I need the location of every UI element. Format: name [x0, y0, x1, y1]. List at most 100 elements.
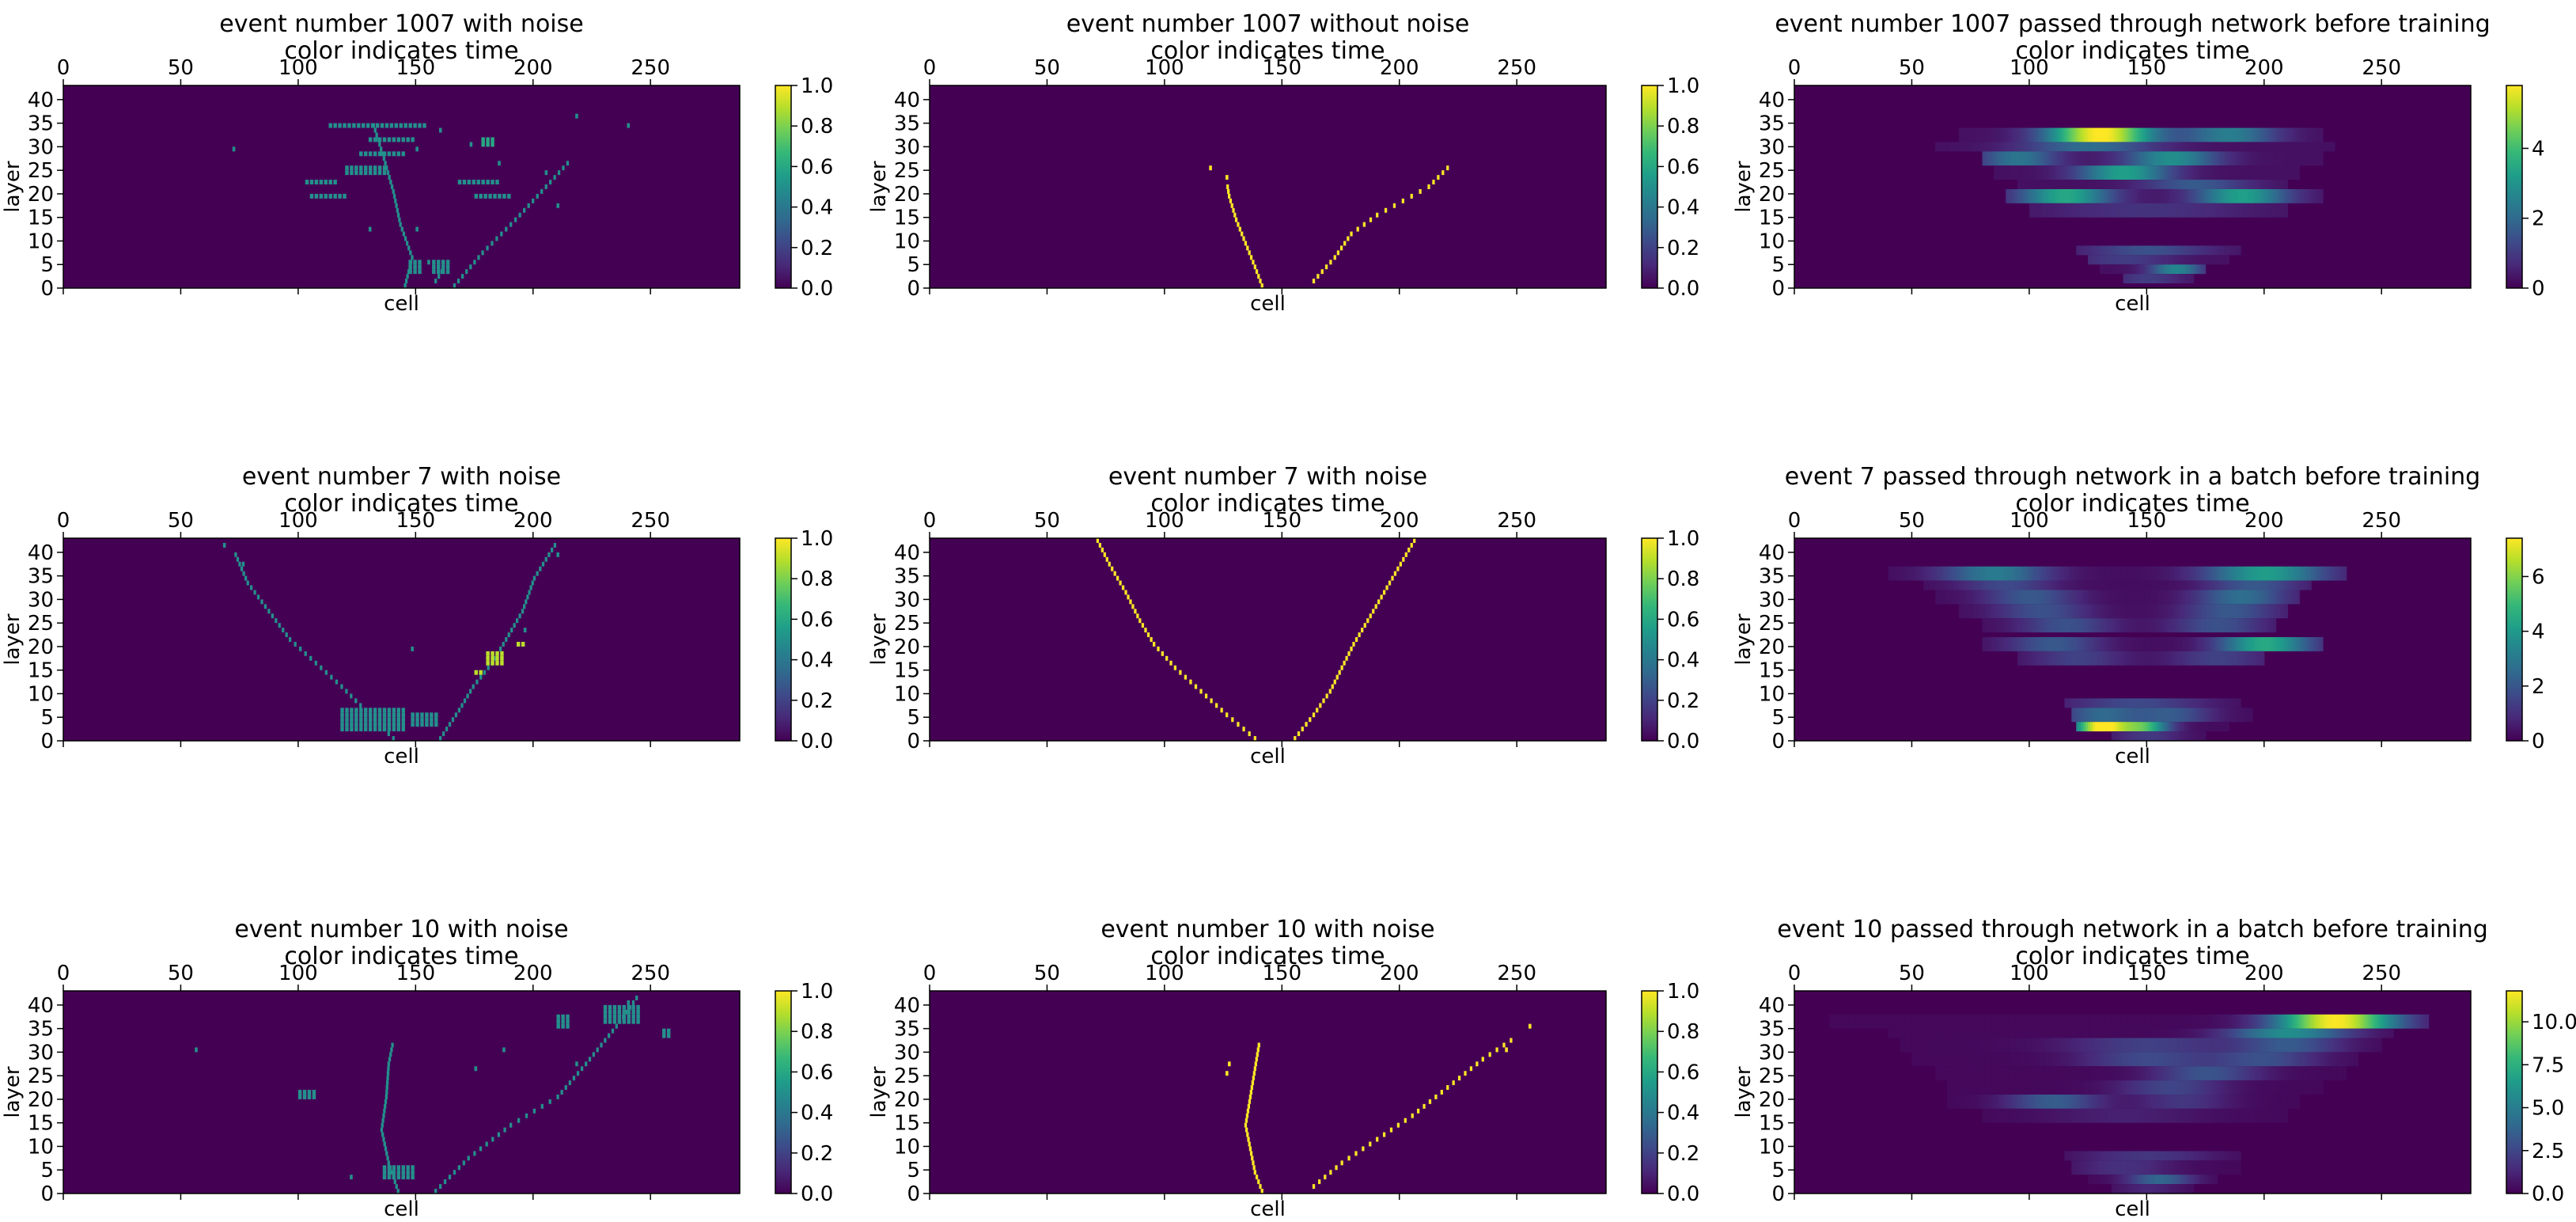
output-cell	[2106, 142, 2110, 152]
output-cell	[2252, 1066, 2256, 1081]
output-cell	[2020, 566, 2023, 581]
output-cell	[2188, 274, 2192, 284]
output-cell	[2219, 604, 2222, 619]
output-cell	[2017, 580, 2021, 590]
output-cell	[2170, 651, 2173, 666]
output-cell	[2097, 1038, 2101, 1053]
output-cell	[2233, 698, 2237, 708]
output-cell	[2168, 165, 2171, 180]
output-cell	[2404, 1014, 2408, 1029]
output-cell	[2316, 637, 2319, 651]
output-cell	[1904, 1028, 1908, 1038]
cluster-hit	[566, 1014, 570, 1019]
cluster-hit	[392, 1170, 396, 1175]
track-hit	[1362, 1146, 1365, 1152]
output-cell	[2093, 1052, 2096, 1067]
output-cell	[2236, 1066, 2239, 1081]
output-cell	[1843, 1014, 1847, 1029]
track-hit	[395, 1184, 398, 1190]
cluster-hit	[382, 712, 387, 718]
output-cell	[2033, 1052, 2037, 1067]
output-cell	[2351, 1014, 2354, 1029]
cluster-hit	[368, 722, 373, 727]
output-cell	[1926, 566, 1929, 581]
output-cell	[2066, 1014, 2070, 1029]
output-cell	[2040, 188, 2044, 203]
cluster-hit	[350, 717, 354, 723]
output-cell	[2093, 618, 2096, 633]
output-cell	[2179, 637, 2183, 651]
output-cell	[2163, 722, 2166, 732]
output-cell	[2261, 566, 2265, 581]
y-tick-label: 35	[28, 565, 54, 589]
output-cell	[2282, 142, 2286, 152]
output-cell	[2176, 1066, 2180, 1081]
output-cell	[2170, 698, 2173, 708]
output-cell	[2360, 1028, 2364, 1038]
output-cell	[2172, 1038, 2176, 1053]
cluster-hit	[359, 151, 363, 157]
output-cell	[2088, 580, 2091, 590]
output-cell	[2139, 698, 2142, 708]
output-cell	[1991, 142, 1995, 152]
output-cell	[2132, 1028, 2136, 1038]
output-cell	[1956, 590, 1960, 605]
output-cell	[2038, 1052, 2042, 1067]
x-tick-label: 200	[1380, 962, 1419, 985]
output-cell	[2241, 203, 2244, 218]
output-cell	[2327, 1014, 2331, 1029]
output-cell	[2158, 731, 2161, 741]
track-hit	[549, 180, 552, 185]
output-cell	[2222, 245, 2225, 256]
output-cell	[2017, 151, 2021, 166]
output-cell	[2247, 580, 2251, 590]
cluster-hit	[396, 137, 401, 142]
output-cell	[2099, 580, 2103, 590]
output-cell	[1945, 590, 1948, 605]
output-cell	[2010, 604, 2013, 619]
output-cell	[2346, 1052, 2350, 1067]
output-cell	[2259, 165, 2263, 180]
output-cell	[2195, 722, 2199, 732]
output-cell	[1923, 1014, 1926, 1029]
output-cell	[2085, 1014, 2089, 1029]
cluster-hit	[608, 1004, 612, 1010]
output-cell	[2236, 180, 2239, 189]
output-cell	[2241, 1038, 2244, 1053]
output-cell	[2210, 127, 2214, 142]
output-cell	[2241, 580, 2244, 590]
output-cell	[2003, 604, 2006, 619]
output-cell	[2297, 590, 2300, 605]
axes-frame	[929, 537, 1607, 742]
track-hit	[1194, 684, 1198, 689]
output-cell	[2203, 1066, 2207, 1081]
track-hit	[1252, 260, 1255, 265]
output-cell	[2282, 566, 2286, 581]
output-cell	[2168, 127, 2171, 142]
output-cell	[2287, 1014, 2291, 1029]
output-cell	[2419, 1014, 2423, 1029]
output-cell	[2306, 1080, 2309, 1095]
output-cell	[2372, 1038, 2375, 1053]
cluster-hit	[328, 193, 332, 199]
output-cell	[2165, 651, 2169, 666]
output-cell	[2113, 698, 2117, 708]
output-cell	[2327, 566, 2331, 581]
output-cell	[2040, 151, 2044, 166]
track-hit	[386, 1071, 390, 1076]
output-cell	[2026, 165, 2030, 180]
output-cell	[2292, 1080, 2295, 1095]
output-cell	[2205, 637, 2209, 651]
output-cell	[2036, 651, 2040, 666]
output-cell	[2006, 590, 2009, 605]
cluster-hit	[430, 712, 434, 718]
output-cell	[1958, 604, 1962, 619]
cluster-hit	[373, 712, 377, 718]
output-cell	[2144, 590, 2147, 605]
output-cell	[2127, 618, 2131, 633]
output-cell	[1902, 1038, 1906, 1053]
output-cell	[2149, 245, 2152, 256]
output-cell	[2191, 651, 2195, 666]
output-cell	[2207, 698, 2211, 708]
output-cell	[2101, 604, 2105, 619]
